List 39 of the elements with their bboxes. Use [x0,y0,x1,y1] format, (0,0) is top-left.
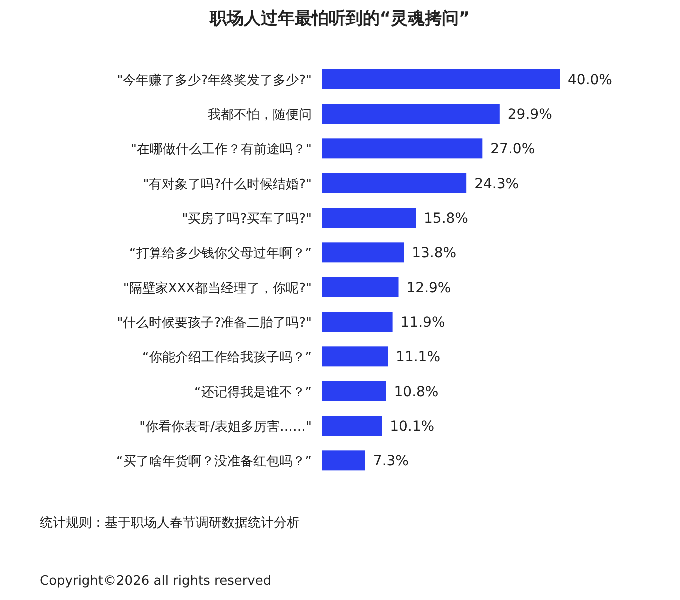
data-label: 27.0% [490,142,536,158]
data-label: 12.9% [406,280,452,296]
bar [322,312,393,332]
y-tick-label: “买了啥年货啊？没准备红包吗？” [116,454,312,470]
y-tick-label: "今年赚了多少?年终奖发了多少?" [117,73,312,88]
bar [322,173,467,194]
y-tick-label: 我都不怕，随便问 [208,108,312,123]
data-label: 11.1% [396,350,441,366]
data-label: 13.8% [412,246,457,262]
bar [322,450,366,471]
data-label: 10.8% [394,384,439,400]
y-tick-label: "在哪做什么工作？有前途吗？" [131,142,312,158]
data-label: 7.3% [373,454,410,470]
chart-title: 职场人过年最怕听到的“灵魂拷问” [208,9,470,29]
bar [322,208,416,228]
y-tick-label: "你看你表哥/表姐多厉害……" [140,419,312,435]
data-label: 10.1% [390,419,435,435]
data-label: 11.9% [400,315,446,331]
y-tick-label: “还记得我是谁不？” [194,385,312,400]
bar [322,346,388,367]
y-tick-label: "隔壁家XXX都当经理了，你呢?" [123,280,312,296]
bar [322,69,560,90]
data-label: 15.8% [424,211,468,227]
data-label: 24.3% [474,176,520,192]
bar [322,242,404,263]
text: Copyright©2026 all rights reserved [40,574,272,589]
bar [322,277,399,298]
data-label: 40.0% [568,72,612,88]
text: 统计规则：基于职场人春节调研数据统计分析 [40,516,300,531]
bar [322,416,382,436]
y-tick-label: “你能介绍工作给我孩子吗？” [142,350,312,366]
y-tick-label: “打算给多少钱你父母过年啊？” [130,246,312,262]
y-tick-label: "什么时候要孩子?准备二胎了吗?" [117,316,312,331]
bar [322,381,386,402]
bar [322,104,500,124]
y-tick-label: "有对象了吗?什么时候结婚?" [143,177,312,192]
y-tick-label: "买房了吗?买车了吗?" [182,211,312,227]
data-label: 29.9% [508,107,552,123]
bar [322,138,483,159]
